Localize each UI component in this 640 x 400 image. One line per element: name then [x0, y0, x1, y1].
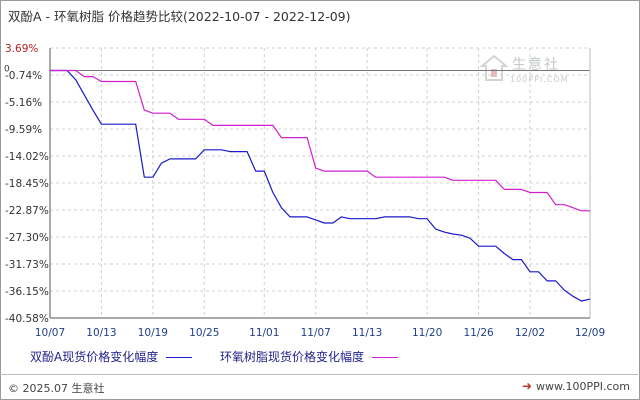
label-layer: 3.69% -0.74% -5.16% -9.59% -14.02% -18.45% -22…	[4, 43, 605, 339]
watermark-logo-icon	[480, 54, 508, 81]
footer-copyright: © 2025.07 生意社	[8, 382, 105, 395]
y-tick-label: -27.30%	[5, 232, 49, 244]
x-tick-label: 11/20	[412, 327, 442, 339]
y-tick-label: -36.15%	[5, 286, 49, 298]
y-tick-label: -5.16%	[5, 97, 42, 109]
x-tick-label: 10/13	[86, 327, 116, 339]
legend-label-epoxy: 环氧树脂现货价格变化幅度	[220, 350, 365, 364]
x-tick-label: 11/07	[301, 327, 331, 339]
y-tick-label: -22.87%	[5, 205, 49, 217]
x-tick-label: 11/26	[463, 327, 494, 339]
y-tick-label: -18.45%	[5, 178, 49, 190]
y-tick-label: -9.59%	[5, 124, 42, 136]
zero-label: 0	[4, 65, 10, 75]
legend: 双酚A现货价格变化幅度 环氧树脂现货价格变化幅度	[30, 348, 422, 365]
series-layer	[50, 69, 591, 302]
site-arrow-icon: ➜	[521, 379, 533, 393]
axis-layer	[49, 48, 591, 319]
x-tick-label: 10/07	[35, 327, 65, 339]
x-tick-label: 11/01	[249, 327, 279, 339]
legend-swatch-epoxy	[372, 357, 399, 358]
legend-item-epoxy: 环氧树脂现货价格变化幅度	[220, 348, 399, 365]
x-tick-label: 12/02	[515, 327, 545, 339]
y-tick-label: 3.69%	[5, 43, 38, 55]
watermark-url: 100PPI.COM	[510, 75, 569, 84]
grid-layer	[49, 47, 591, 319]
watermark: 生意社 100PPI.COM	[478, 50, 582, 90]
legend-swatch-bpa	[166, 357, 193, 358]
y-tick-label: -14.02%	[5, 151, 49, 163]
x-tick-label: 12/09	[575, 327, 605, 339]
chart-title: 双酚A - 环氧树脂 价格趋势比较(2022-10-07 - 2022-12-0…	[8, 9, 351, 24]
series-line-epoxy	[50, 69, 590, 212]
footer-site-text[interactable]: www.100PPI.com	[536, 380, 630, 393]
series-line-bpa	[50, 69, 591, 302]
legend-item-bpa: 双酚A现货价格变化幅度	[30, 348, 193, 365]
x-tick-label: 11/13	[352, 327, 382, 339]
legend-label-bpa: 双酚A现货价格变化幅度	[30, 350, 159, 364]
x-tick-label: 10/19	[138, 327, 168, 339]
y-tick-label: -0.74%	[5, 70, 42, 82]
footer: © 2025.07 生意社 ➜ www.100PPI.com	[0, 374, 638, 399]
footer-site[interactable]: ➜ www.100PPI.com	[522, 379, 630, 393]
x-tick-label: 10/25	[189, 327, 219, 339]
y-tick-label: -40.58%	[5, 313, 49, 325]
y-tick-label: -31.73%	[5, 259, 49, 271]
watermark-name: 生意社	[512, 57, 560, 73]
